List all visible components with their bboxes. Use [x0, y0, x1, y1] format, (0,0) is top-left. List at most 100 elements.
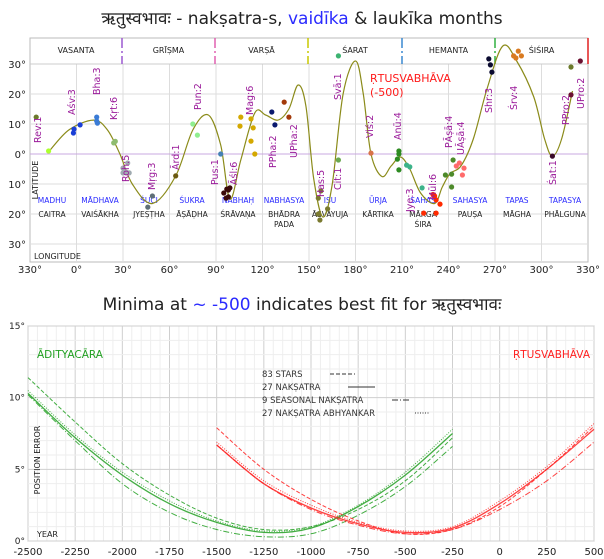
season-label: HEMANTA: [429, 46, 469, 55]
x-tick-label: 300°: [529, 265, 553, 276]
nakshatra-label: Mūl:6: [428, 174, 439, 200]
nakshatra-label: UPro:2: [576, 78, 587, 109]
laukika-month-label: KĀRTIKA: [362, 210, 394, 219]
laukika-month-label: VAIŚĀKHA: [81, 210, 119, 219]
vaidika-month-label: NABHASYA: [264, 196, 305, 205]
star-point: [449, 171, 455, 177]
star-point: [549, 153, 556, 159]
x-tick-label: 250: [537, 547, 556, 558]
star-point: [173, 173, 179, 179]
x-tick-label: 30°: [114, 265, 132, 276]
laukika-month-label: ŚRĀVAṆA: [220, 210, 256, 219]
x-tick-label: -2500: [13, 547, 42, 558]
star-point: [396, 167, 402, 173]
season-label: GRĪṢMA: [153, 45, 185, 55]
star-point: [368, 150, 374, 156]
star-point: [248, 138, 254, 144]
nakshatra-label: Pus:1: [210, 159, 221, 185]
star-point: [407, 164, 413, 170]
nakshatra-label: Cit:1: [333, 168, 344, 190]
vaidika-month-label: ŚUCI: [140, 196, 158, 205]
season-label: ŚARAT: [342, 44, 368, 55]
nakshatra-label: Roh:5: [121, 155, 132, 182]
laukika-month-label: PHĀLGUNA: [544, 210, 586, 219]
vaidika-month-label: IṢU: [324, 196, 336, 205]
x-tick-label: 150°: [297, 265, 321, 276]
adityacara-label: ĀDITYACĀRA: [37, 348, 104, 361]
title-highlight: vaidīka: [287, 9, 349, 29]
star-point: [486, 56, 492, 62]
title-text: ऋतुस्वभावः - nakṣatra-s,: [101, 9, 288, 29]
star-point: [250, 125, 256, 131]
star-point: [461, 165, 467, 171]
star-point: [237, 123, 243, 129]
star-point: [430, 191, 436, 198]
star-point: [77, 122, 83, 128]
star-point: [248, 116, 254, 122]
star-point: [281, 99, 287, 105]
star-point: [94, 114, 100, 120]
series-line-green-solid: [27, 392, 453, 534]
star-point: [149, 193, 155, 199]
bottom-chart-title: Minima at ~ -500 indicates best fit for …: [0, 292, 604, 315]
nakshatra-label: PĀṣā:4: [444, 116, 455, 148]
nakshatra-label: Śrv:4: [508, 86, 520, 110]
star-point: [317, 217, 323, 223]
star-point: [437, 201, 443, 207]
series-line-green-dotted: [27, 390, 453, 532]
star-point: [318, 188, 324, 194]
star-point: [33, 114, 39, 120]
star-point: [120, 165, 126, 171]
star-point: [225, 194, 231, 200]
x-tick-label: 210°: [390, 265, 414, 276]
laukika-month-label: JYEṢṬHA: [132, 210, 166, 219]
nakshatra-label: UĀṣā:4: [456, 122, 467, 155]
nakshatra-label: Mag:6: [245, 86, 256, 115]
star-point: [325, 206, 331, 212]
y-axis-label: LATITUDE: [31, 161, 40, 200]
season-label: VASANTA: [58, 46, 95, 55]
star-point: [394, 156, 400, 162]
x-tick-label: -500: [394, 547, 417, 558]
nakshatra-label: Rev:1: [33, 117, 44, 143]
star-point: [70, 130, 76, 136]
star-point: [218, 151, 224, 157]
rtusvabhava-curve: [48, 44, 574, 218]
star-point: [456, 160, 462, 166]
title-highlight: ~ -500: [192, 295, 251, 315]
title-text: indicates best fit for ऋतुस्वभावः: [250, 295, 502, 315]
vaidika-month-label: MADHU: [38, 196, 67, 205]
x-tick-label: 0: [496, 547, 502, 558]
star-point: [272, 122, 278, 128]
y-tick-label: 5°: [15, 465, 25, 475]
star-point: [194, 132, 200, 138]
star-point: [225, 187, 231, 193]
rtusvabhava-label: ṚTUSVABHĀVA: [513, 348, 591, 361]
star-point: [450, 157, 456, 163]
y-axis-label: POSITION ERROR: [33, 425, 42, 494]
star-point: [433, 210, 439, 216]
nakshatra-label: Jye:3: [405, 188, 416, 213]
nakshatra-label: Ārd:1: [171, 144, 182, 170]
laukika-month-label: PADA: [274, 220, 295, 229]
nakshatra-label: Āśl:6: [229, 162, 240, 185]
star-point: [286, 114, 292, 120]
season-label: ŚIŚIRA: [529, 44, 555, 55]
x-axis-label: YEAR: [36, 530, 58, 539]
laukika-month-label: BHĀDRA: [268, 210, 301, 219]
star-point: [315, 211, 321, 217]
x-tick-label: -2250: [61, 547, 90, 558]
star-point: [568, 64, 574, 70]
laukika-month-label: ĀŚVAYUJA: [312, 210, 349, 219]
star-point: [518, 53, 525, 59]
x-tick-label: 0°: [71, 265, 82, 276]
vaidika-month-label: ŪRJA: [369, 196, 388, 205]
star-point: [123, 169, 129, 175]
x-tick-label: 240°: [436, 265, 460, 276]
star-point: [442, 172, 448, 178]
star-point: [221, 190, 227, 196]
series-line-green-dashed: [27, 377, 453, 531]
x-tick-label: -1750: [155, 547, 184, 558]
x-tick-label: 330°: [576, 265, 600, 276]
